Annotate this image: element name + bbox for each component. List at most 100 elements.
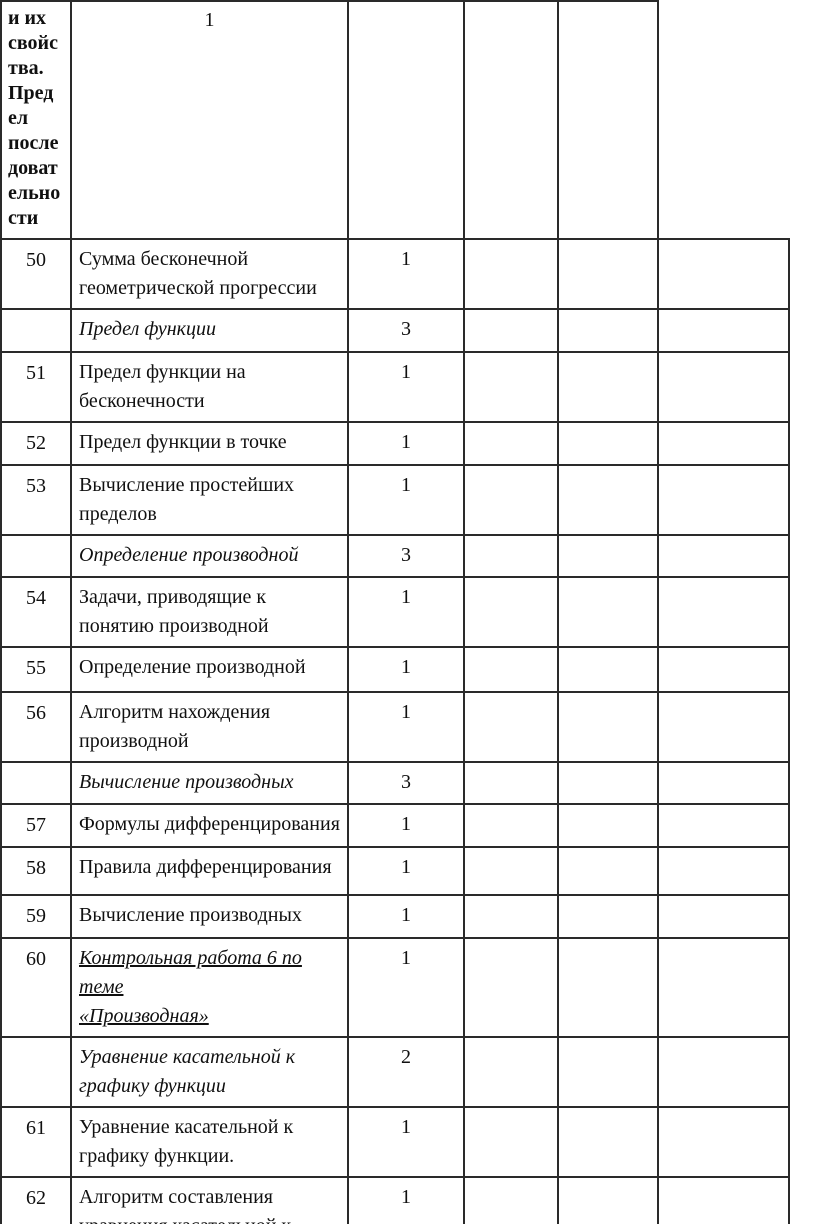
empty-cell	[463, 894, 559, 939]
empty-cell	[557, 308, 659, 353]
empty-cell	[557, 937, 659, 1038]
empty-cell	[463, 421, 559, 466]
empty-cell	[657, 238, 790, 310]
empty-cell	[657, 1036, 790, 1108]
topic-cell: Алгоритм нахождения производной	[70, 691, 349, 763]
empty-cell	[557, 1106, 659, 1178]
hours-cell: 1	[347, 238, 465, 310]
hours-cell: 1	[347, 846, 465, 896]
table-row: 50 Сумма бесконечной геометрической прог…	[0, 238, 790, 310]
empty-cell	[557, 1036, 659, 1108]
table-row: 51 Предел функции на бесконечности 1	[0, 351, 790, 423]
empty-cell	[657, 1106, 790, 1178]
empty-cell	[463, 0, 559, 240]
empty-cell	[463, 576, 559, 648]
topic-cell: Вычисление производных	[70, 894, 349, 939]
empty-cell	[657, 894, 790, 939]
table-row: 52 Предел функции в точке 1	[0, 421, 790, 466]
topic-cell: Алгоритм составления уравнения касательн…	[70, 1176, 349, 1224]
empty-cell	[557, 1176, 659, 1224]
hours-cell: 1	[347, 1106, 465, 1178]
hours-cell: 1	[347, 464, 465, 536]
section-title-cell: Уравнение касательной к графику функции	[70, 1036, 349, 1108]
hours-cell: 1	[347, 803, 465, 848]
lesson-number-cell: 54	[0, 576, 72, 648]
empty-cell	[657, 534, 790, 578]
topic-cell: Определение производной	[70, 646, 349, 693]
empty-cell	[463, 1176, 559, 1224]
empty-cell	[463, 937, 559, 1038]
empty-cell	[657, 803, 790, 848]
empty-cell	[557, 351, 659, 423]
empty-cell	[557, 846, 659, 896]
empty-cell	[657, 691, 790, 763]
empty-cell	[557, 691, 659, 763]
lesson-number-cell: 51	[0, 351, 72, 423]
empty-cell	[657, 576, 790, 648]
hours-cell: 1	[347, 894, 465, 939]
lesson-number-cell: 53	[0, 464, 72, 536]
topic-cell: Задачи, приводящие к понятию производной	[70, 576, 349, 648]
lesson-number-cell	[0, 761, 72, 805]
table-row: 57 Формулы дифференцирования 1	[0, 803, 790, 848]
table-row-section: Вычисление производных 3	[0, 761, 790, 805]
table-row: 55 Определение производной 1	[0, 646, 790, 693]
table-row: 53 Вычисление простейших пределов 1	[0, 464, 790, 536]
empty-cell	[463, 1106, 559, 1178]
lesson-number-cell: 58	[0, 846, 72, 896]
lesson-number-cell: 60	[0, 937, 72, 1038]
continuation-text-cell: и их свойс тва. Пред ел после доват ельн…	[0, 0, 72, 240]
empty-cell	[557, 238, 659, 310]
topic-cell: Правила дифференцирования	[70, 846, 349, 896]
lesson-number-cell	[0, 308, 72, 353]
topic-cell: Уравнение касательной к графику функции.	[70, 1106, 349, 1178]
empty-cell	[463, 803, 559, 848]
topic-cell: Предел функции на бесконечности	[70, 351, 349, 423]
table-row-control-work: 60 Контрольная работа 6 по теме «Произво…	[0, 937, 790, 1038]
lesson-plan-table: и их свойс тва. Пред ел после доват ельн…	[0, 0, 790, 1224]
empty-cell	[463, 464, 559, 536]
lesson-number-cell: 52	[0, 421, 72, 466]
table-row: 59 Вычисление производных 1	[0, 894, 790, 939]
empty-cell	[557, 646, 659, 693]
empty-cell	[657, 1176, 790, 1224]
empty-cell	[557, 761, 659, 805]
hours-cell: 1	[347, 351, 465, 423]
topic-cell: Сумма бесконечной геометрической прогрес…	[70, 238, 349, 310]
empty-cell	[463, 761, 559, 805]
empty-cell	[657, 937, 790, 1038]
empty-cell	[557, 576, 659, 648]
empty-cell	[557, 803, 659, 848]
empty-cell	[557, 464, 659, 536]
empty-cell	[557, 0, 659, 240]
table-row: 56 Алгоритм нахождения производной 1	[0, 691, 790, 763]
empty-cell	[657, 421, 790, 466]
section-title-cell: Определение производной	[70, 534, 349, 578]
empty-cell	[347, 0, 465, 240]
section-title-cell: Вычисление производных	[70, 761, 349, 805]
table-row: 54 Задачи, приводящие к понятию производ…	[0, 576, 790, 648]
empty-cell	[657, 846, 790, 896]
empty-cell	[463, 534, 559, 578]
empty-cell	[463, 308, 559, 353]
lesson-number-cell: 50	[0, 238, 72, 310]
empty-cell	[463, 846, 559, 896]
empty-cell	[463, 646, 559, 693]
lesson-number-cell	[0, 534, 72, 578]
continuation-hours-cell: 1	[70, 0, 349, 240]
hours-cell: 1	[347, 937, 465, 1038]
hours-cell: 1	[347, 646, 465, 693]
hours-cell: 1	[347, 421, 465, 466]
table-row-section: Определение производной 3	[0, 534, 790, 578]
lesson-number-cell: 56	[0, 691, 72, 763]
lesson-number-cell: 57	[0, 803, 72, 848]
hours-cell: 2	[347, 1036, 465, 1108]
empty-cell	[657, 308, 790, 353]
empty-cell	[463, 1036, 559, 1108]
empty-cell	[557, 894, 659, 939]
empty-cell	[463, 238, 559, 310]
empty-cell	[657, 761, 790, 805]
lesson-number-cell: 55	[0, 646, 72, 693]
table-row-section: Предел функции 3	[0, 308, 790, 353]
table-row: 62 Алгоритм составления уравнения касате…	[0, 1176, 790, 1224]
